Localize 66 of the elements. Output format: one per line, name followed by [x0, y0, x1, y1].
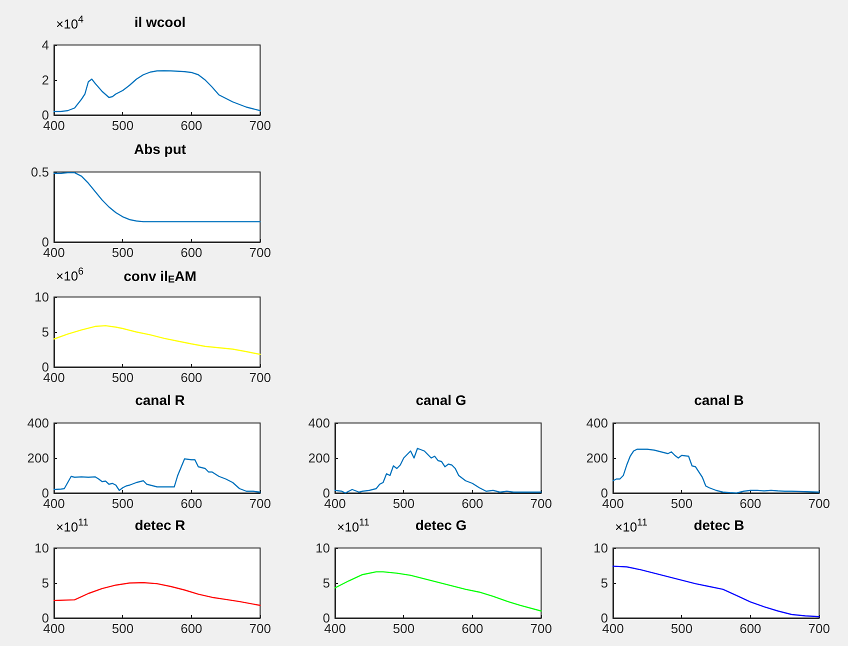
x-tick-label: 700	[249, 245, 272, 260]
x-tick-label: 600	[740, 496, 762, 511]
y-tick-label: 10	[316, 540, 330, 556]
line-series	[334, 571, 542, 612]
x-tick-label: 500	[112, 118, 134, 133]
y-tick-label: 0	[600, 486, 608, 500]
x-tick-label: 600	[462, 621, 484, 636]
x-tick-label: 500	[670, 496, 693, 511]
x-tick-label: 500	[112, 496, 134, 511]
x-tick-label: 500	[392, 621, 415, 636]
x-tick-label: 700	[249, 118, 272, 133]
line-series	[53, 70, 261, 112]
y-tick-label: 0.5	[30, 164, 49, 180]
line-series	[53, 172, 261, 222]
x-tick-label: 500	[392, 496, 415, 511]
y-tick-label: 200	[308, 450, 330, 466]
y-tick-label: 2	[42, 72, 49, 88]
y-tick-label: 0	[42, 610, 49, 626]
y-tick-label: 400	[308, 416, 330, 430]
y-tick-label: 4	[42, 38, 49, 52]
x-tick-label: 700	[530, 621, 552, 636]
y-tick-label: 10	[34, 290, 49, 304]
chart-title: detec G	[415, 517, 467, 533]
y-tick-label: 0	[42, 360, 49, 374]
x-tick-label: 700	[249, 496, 272, 511]
y-tick-label: 200	[27, 450, 49, 466]
chart-title: canal G	[416, 392, 466, 408]
x-tick-label: 700	[808, 496, 830, 511]
y-tick-label: 400	[586, 416, 608, 430]
line-series	[53, 582, 261, 606]
y-tick-label: 200	[586, 450, 608, 466]
y-tick-label: 400	[27, 416, 49, 430]
y-tick-label: 5	[322, 576, 330, 590]
y-tick-label: 0	[600, 610, 608, 626]
x-tick-label: 600	[462, 496, 484, 511]
y-tick-label: 5	[600, 576, 608, 590]
chart-title: detec B	[694, 517, 744, 533]
y-tick-label: 0	[322, 610, 330, 626]
y-tick-label: 0	[42, 108, 49, 122]
x-tick-label: 600	[740, 621, 762, 636]
x-tick-label: 600	[180, 118, 202, 133]
chart-title: canal R	[135, 392, 185, 408]
x-tick-label: 500	[112, 245, 134, 260]
y-tick-label: 0	[322, 486, 330, 500]
x-tick-label: 600	[180, 496, 202, 511]
y-tick-label: 5	[42, 324, 49, 340]
x-tick-label: 700	[249, 370, 272, 385]
line-series	[53, 325, 261, 355]
x-tick-label: 500	[112, 370, 134, 385]
x-tick-label: 700	[808, 621, 830, 636]
y-tick-label: 5	[42, 576, 49, 590]
x-tick-label: 700	[249, 621, 272, 636]
x-tick-label: 600	[180, 245, 202, 260]
x-tick-label: 500	[112, 621, 134, 636]
chart-title: detec R	[134, 517, 186, 533]
x-tick-label: 600	[180, 370, 202, 385]
x-tick-label: 500	[670, 621, 693, 636]
chart-title: il wcool	[134, 14, 186, 30]
y-tick-label: 10	[594, 540, 608, 556]
y-tick-label: 0	[42, 486, 49, 500]
x-tick-label: 700	[530, 496, 552, 511]
y-tick-label: 10	[34, 540, 49, 556]
x-tick-label: 600	[180, 621, 202, 636]
y-tick-label: 0	[42, 234, 49, 250]
chart-title: canal B	[694, 392, 744, 408]
chart-title: Abs put	[134, 141, 186, 157]
